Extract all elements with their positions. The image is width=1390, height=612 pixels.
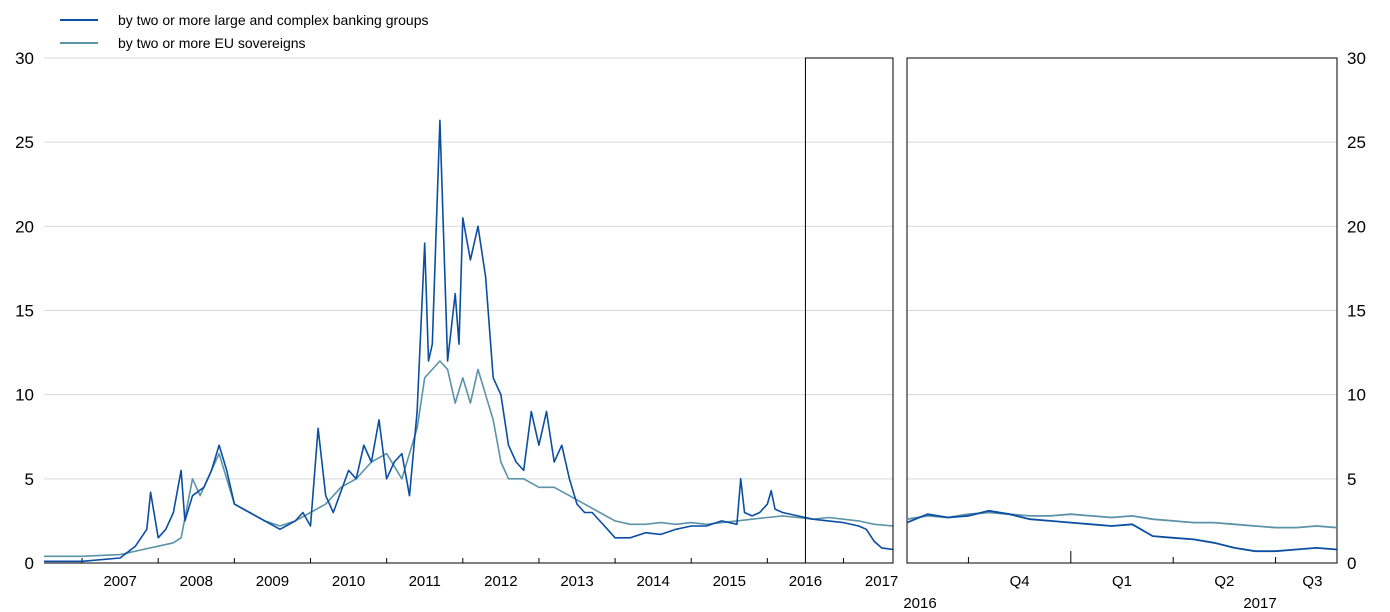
- y-tick-label-right: 20: [1347, 217, 1366, 236]
- y-axis-right: 0 5 10 15 20 25 30: [1347, 49, 1366, 573]
- x-tick-label-main: 2014: [636, 573, 669, 590]
- y-tick-label-left: 10: [15, 386, 34, 405]
- y-tick-label-right: 25: [1347, 133, 1366, 152]
- y-tick-label-right: 15: [1347, 302, 1366, 321]
- x-tick-label-main: 2008: [180, 573, 213, 590]
- x-tick-label-main: 2011: [409, 573, 441, 590]
- y-tick-label-left: 20: [15, 217, 34, 236]
- y-tick-label-left: 15: [15, 302, 34, 321]
- main-panel: 2007 2008 2009 2010 2011 2012 2013 2014 2015 2016…: [44, 57, 898, 590]
- y-tick-label-left: 5: [25, 470, 34, 489]
- series-line-banks-main: [44, 119, 894, 563]
- highlight-box: [804, 57, 894, 564]
- gridlines: [44, 57, 1337, 480]
- year-label-zoom: 2016: [903, 595, 936, 612]
- zoom-frame: [906, 57, 1338, 564]
- x-tick-label-zoom: Q3: [1302, 573, 1322, 590]
- y-tick-label-right: 0: [1347, 554, 1356, 573]
- x-tick-label-main: 2012: [484, 573, 517, 590]
- legend-label-sovereigns: by two or more EU sovereigns: [118, 35, 306, 51]
- y-tick-label-right: 10: [1347, 386, 1366, 405]
- x-tick-label-main: 2010: [332, 573, 365, 590]
- x-tick-label-zoom: Q4: [1010, 573, 1030, 590]
- y-tick-label-left: 30: [15, 49, 34, 68]
- series-line-banks-zoom: [906, 509, 1338, 553]
- legend-label-banks: by two or more large and complex banking…: [118, 12, 429, 28]
- zoom-panel: Q4 Q1 Q2 Q3 2016 2017: [903, 57, 1338, 612]
- y-tick-label-left: 0: [25, 554, 34, 573]
- x-tick-label-main: 2017: [865, 573, 898, 590]
- x-tick-label-main: 2007: [103, 573, 136, 590]
- y-tick-label-right: 5: [1347, 470, 1356, 489]
- y-tick-label-right: 30: [1347, 49, 1366, 68]
- x-tick-label-main: 2016: [789, 573, 822, 590]
- x-tick-label-main: 2015: [713, 573, 746, 590]
- y-axis-left: 0 5 10 15 20 25 30: [15, 49, 34, 573]
- x-tick-label-zoom: Q2: [1214, 573, 1234, 590]
- year-label-zoom: 2017: [1243, 595, 1276, 612]
- x-tick-label-main: 2013: [560, 573, 593, 590]
- legend: by two or more large and complex banking…: [60, 12, 429, 51]
- y-tick-label-left: 25: [15, 133, 34, 152]
- x-tick-label-zoom: Q1: [1112, 573, 1132, 590]
- x-tick-label-main: 2009: [256, 573, 289, 590]
- series-line-sovereigns-main: [44, 360, 894, 558]
